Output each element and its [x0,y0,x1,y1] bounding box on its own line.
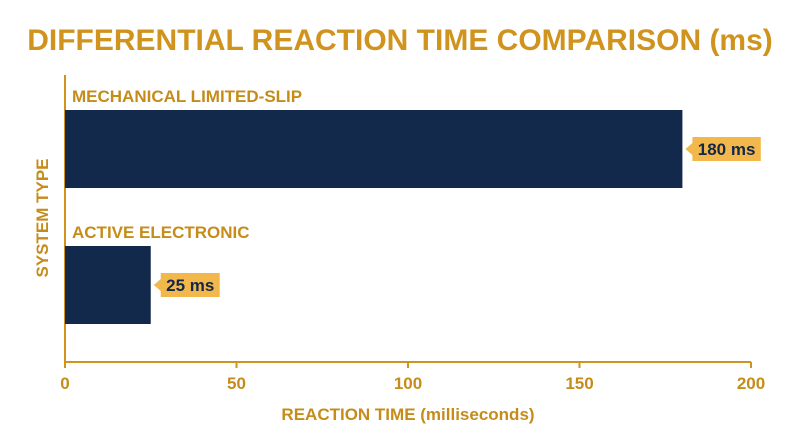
value-label: 180 ms [698,140,756,159]
x-tick-label: 0 [60,374,69,393]
x-tick-label: 150 [565,374,593,393]
value-label-tag [153,273,220,297]
x-tick-label: 200 [737,374,765,393]
category-label: ACTIVE ELECTRONIC [72,223,250,242]
x-axis-title: REACTION TIME (milliseconds) [281,405,534,424]
x-tick-label: 50 [227,374,246,393]
x-tick-label: 100 [394,374,422,393]
category-label: MECHANICAL LIMITED-SLIP [72,87,302,106]
value-label: 25 ms [166,276,214,295]
bars: MECHANICAL LIMITED-SLIP 180 ms ACTIVE ELEC… [65,87,761,324]
value-label-tag [685,137,761,161]
x-axis-ticks: 0 50 100 150 200 [60,362,765,393]
y-axis-title: SYSTEM TYPE [33,158,52,277]
chart-title: DIFFERENTIAL REACTION TIME COMPARISON (m… [27,24,773,57]
bar [65,110,683,188]
bar [65,246,151,324]
